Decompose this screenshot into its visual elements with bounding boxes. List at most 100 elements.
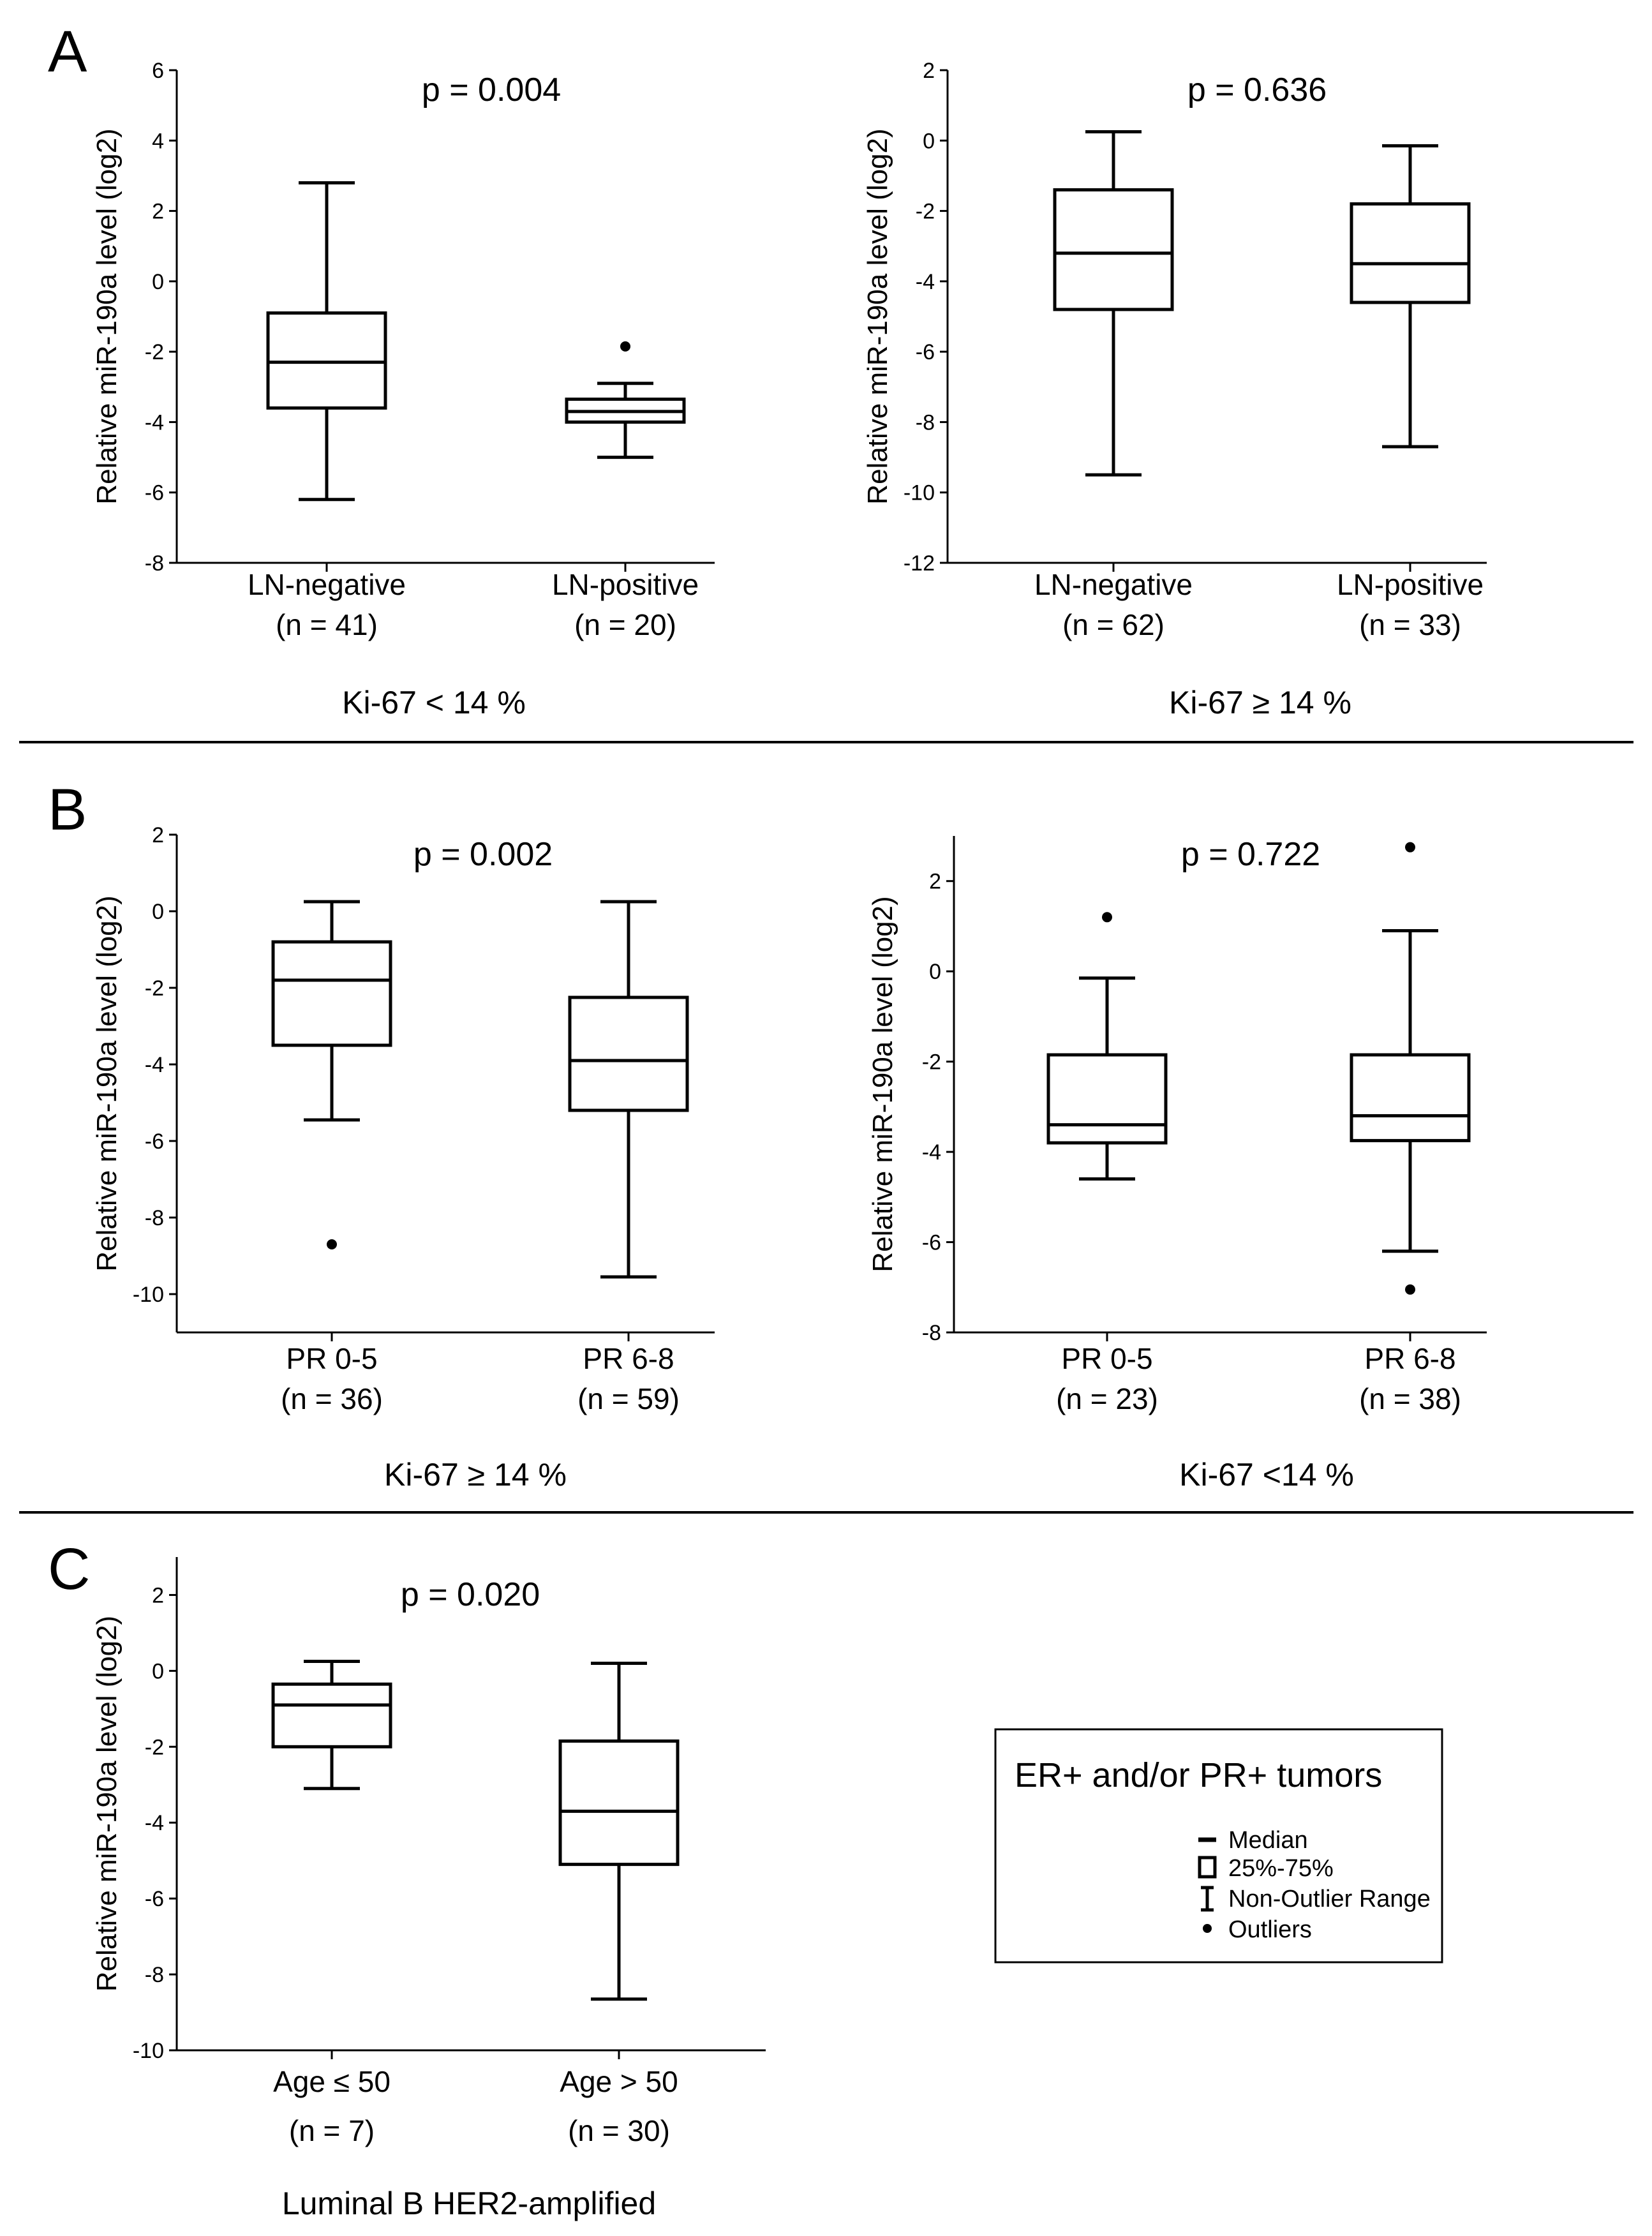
y-tick-label: 2 xyxy=(152,200,164,224)
y-tick-label: 2 xyxy=(152,1583,164,1607)
legend-item-outliers: Outliers xyxy=(1228,1916,1312,1943)
y-tick-label: 2 xyxy=(152,823,164,847)
iqr-box-b-ki67-high-2 xyxy=(568,995,689,1112)
y-axis-title-b-ki67-low: Relative miR-190a level (log2) xyxy=(867,896,898,1272)
iqr-box-a-ki67-low-1 xyxy=(266,311,387,410)
condition-caption-a-ki67-high: Ki-67 ≥ 14 % xyxy=(1169,685,1351,720)
y-tick-label: -4 xyxy=(145,1811,164,1835)
category-label-a-ki67-high-1: LN-negative xyxy=(1034,568,1193,601)
iqr-box-c-luminal-b-2 xyxy=(558,1739,680,1867)
p-value-a-ki67-low: p = 0.004 xyxy=(422,71,561,108)
outlier-point-b-ki67-low-2 xyxy=(1405,842,1415,853)
chart-c-luminal-b: 2 0 -2 -4 -6 -8 -10 Relative miR-190a level (lo… xyxy=(91,1557,766,2221)
y-tick-label: -2 xyxy=(145,976,164,1001)
count-label-b-ki67-high-1: (n = 36) xyxy=(281,1382,383,1415)
iqr-box-a-ki67-high-2 xyxy=(1350,202,1471,304)
y-tick-label: 2 xyxy=(923,59,935,83)
category-label-a-ki67-low-2: LN-positive xyxy=(552,568,699,601)
count-label-b-ki67-high-2: (n = 59) xyxy=(577,1382,680,1415)
outlier-point-b-ki67-high-1 xyxy=(327,1239,337,1249)
y-tick-label: -6 xyxy=(916,340,935,364)
legend-frame xyxy=(994,1728,1443,1964)
y-tick-label: -8 xyxy=(916,410,935,435)
iqr-box-c-luminal-b-1 xyxy=(271,1682,392,1748)
y-tick-label: -8 xyxy=(145,1206,164,1230)
count-label-c-luminal-b-1: (n = 7) xyxy=(289,2114,375,2147)
category-label-c-luminal-b-1: Age ≤ 50 xyxy=(273,2065,391,2098)
y-tick-label: 6 xyxy=(152,59,164,83)
y-tick-label: -2 xyxy=(145,340,164,364)
category-label-b-ki67-low-2: PR 6-8 xyxy=(1364,1342,1455,1375)
y-tick-label: -12 xyxy=(904,551,935,576)
chart-a-ki67-low: 6 4 2 0 -2 -4 -6 -8 Relative miR-190a level (log… xyxy=(91,59,715,720)
y-tick-label: 0 xyxy=(929,960,941,984)
condition-caption-b-ki67-high: Ki-67 ≥ 14 % xyxy=(384,1457,567,1493)
y-tick-label: -6 xyxy=(145,1887,164,1911)
panel-letter-c: C xyxy=(48,1537,90,1602)
condition-caption-c-luminal-b: Luminal B HER2-amplified xyxy=(282,2186,656,2221)
iqr-box-b-ki67-high-1 xyxy=(271,940,392,1047)
y-tick-label: -4 xyxy=(922,1140,941,1165)
legend-item-iqr: 25%-75% xyxy=(1228,1855,1334,1882)
iqr-box-a-ki67-high-1 xyxy=(1053,188,1174,311)
count-label-b-ki67-low-1: (n = 23) xyxy=(1056,1382,1158,1415)
y-tick-label: -10 xyxy=(133,2039,164,2063)
y-tick-label: -4 xyxy=(916,270,935,294)
category-label-b-ki67-high-1: PR 0-5 xyxy=(286,1342,377,1375)
category-label-a-ki67-low-1: LN-negative xyxy=(248,568,406,601)
y-tick-label: 2 xyxy=(929,870,941,894)
y-tick-label: -6 xyxy=(145,1129,164,1154)
y-tick-label: -2 xyxy=(145,1735,164,1759)
legend-title: ER+ and/or PR+ tumors xyxy=(1015,1756,1382,1794)
p-value-b-ki67-low: p = 0.722 xyxy=(1181,836,1320,873)
y-tick-label: -10 xyxy=(133,1283,164,1307)
legend-box-icon xyxy=(1198,1856,1217,1879)
outlier-point-a-ki67-low-2 xyxy=(620,341,630,352)
count-label-a-ki67-low-2: (n = 20) xyxy=(574,608,676,641)
outlier-point-b-ki67-low-1 xyxy=(1102,912,1112,923)
category-label-b-ki67-high-2: PR 6-8 xyxy=(583,1342,674,1375)
y-axis-title-b-ki67-high: Relative miR-190a level (log2) xyxy=(91,895,123,1271)
y-tick-label: 0 xyxy=(923,129,935,153)
y-tick-label: -6 xyxy=(922,1231,941,1255)
y-tick-label: -4 xyxy=(145,410,164,435)
condition-caption-b-ki67-low: Ki-67 <14 % xyxy=(1179,1457,1354,1493)
y-tick-label: -8 xyxy=(922,1321,941,1345)
count-label-a-ki67-high-2: (n = 33) xyxy=(1359,608,1461,641)
count-label-a-ki67-low-1: (n = 41) xyxy=(276,608,378,641)
p-value-a-ki67-high: p = 0.636 xyxy=(1187,71,1327,108)
y-axis-title-c-luminal-b: Relative miR-190a level (log2) xyxy=(91,1616,123,1992)
chart-b-ki67-high: 2 0 -2 -4 -6 -8 -10 Relative miR-190a level (lo… xyxy=(91,823,715,1493)
y-tick-label: -8 xyxy=(145,551,164,576)
legend-item-median: Median xyxy=(1228,1827,1308,1854)
condition-caption-a-ki67-low: Ki-67 < 14 % xyxy=(342,685,526,720)
y-tick-label: 0 xyxy=(152,1659,164,1683)
y-tick-label: 4 xyxy=(152,129,164,153)
iqr-box-b-ki67-low-1 xyxy=(1046,1053,1168,1145)
p-value-c-luminal-b: p = 0.020 xyxy=(401,1576,540,1613)
outlier-point-b-ki67-low-2 xyxy=(1405,1284,1415,1295)
y-axis-title-a-ki67-low: Relative miR-190a level (log2) xyxy=(91,128,123,504)
panel-letter-a: A xyxy=(48,19,87,84)
legend-whisker-icon xyxy=(1201,1886,1214,1912)
y-tick-label: -10 xyxy=(904,481,935,505)
y-tick-label: 0 xyxy=(152,900,164,924)
category-label-b-ki67-low-1: PR 0-5 xyxy=(1061,1342,1152,1375)
legend: ER+ and/or PR+ tumors Median 25%-75% Non… xyxy=(994,1728,1443,1964)
p-value-b-ki67-high: p = 0.002 xyxy=(413,836,553,873)
count-label-c-luminal-b-2: (n = 30) xyxy=(568,2114,670,2147)
legend-item-range: Non-Outlier Range xyxy=(1228,1886,1431,1912)
panel-letter-b: B xyxy=(48,777,87,842)
y-axis-title-a-ki67-high: Relative miR-190a level (log2) xyxy=(862,128,893,504)
legend-outlier-icon xyxy=(1203,1924,1212,1933)
y-tick-label: -6 xyxy=(145,481,164,505)
count-label-a-ki67-high-1: (n = 62) xyxy=(1062,608,1165,641)
y-tick-label: -4 xyxy=(145,1053,164,1077)
category-label-c-luminal-b-2: Age > 50 xyxy=(560,2065,678,2098)
chart-a-ki67-high: 2 0 -2 -4 -6 -8 -10 -12 Relative miR-190a level … xyxy=(862,59,1487,720)
y-tick-label: -8 xyxy=(145,1963,164,1987)
y-tick-label: 0 xyxy=(152,270,164,294)
category-label-a-ki67-high-2: LN-positive xyxy=(1337,568,1484,601)
count-label-b-ki67-low-2: (n = 38) xyxy=(1359,1382,1461,1415)
